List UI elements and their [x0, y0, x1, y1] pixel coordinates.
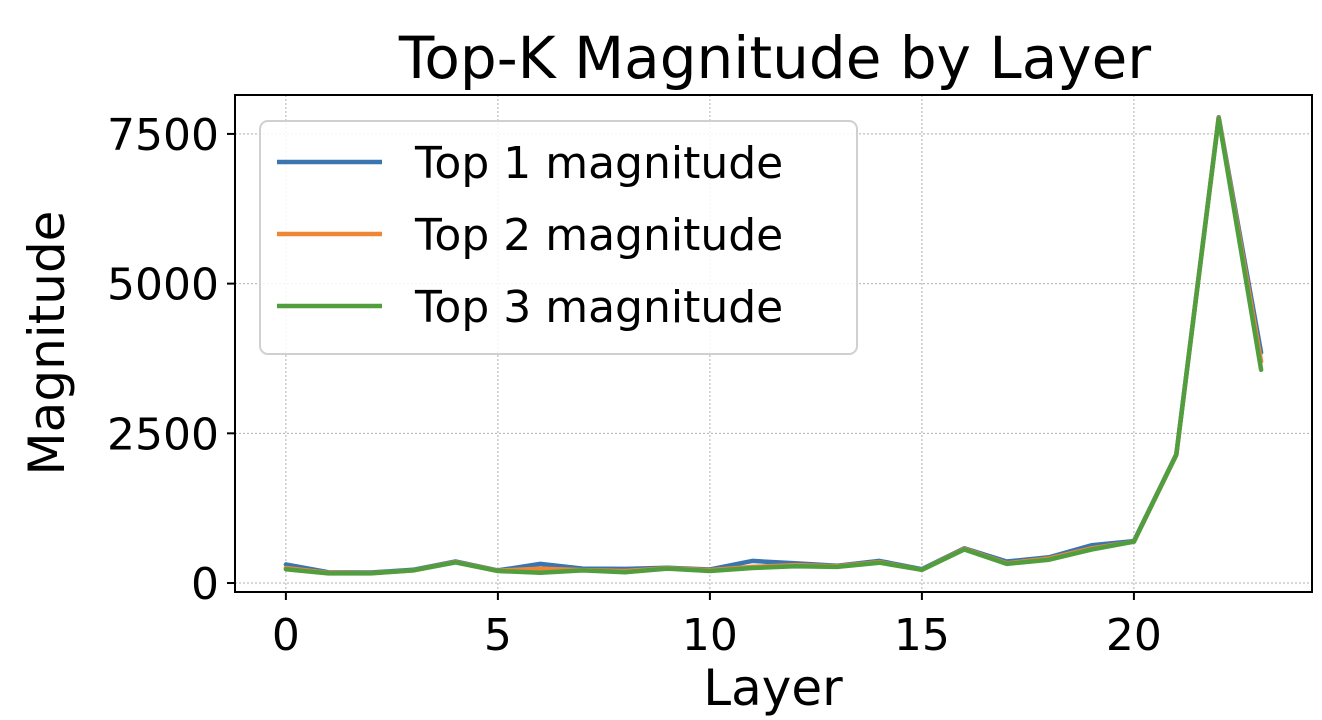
axis-ticks: 0 5 10 15 20 0 2500 5000 7500	[107, 110, 1162, 661]
y-axis-label: Magnitude	[18, 211, 76, 476]
legend-box	[259, 120, 858, 355]
y-tick-label: 7500	[107, 110, 219, 161]
x-tick-label: 0	[272, 610, 300, 661]
y-tick-label: 5000	[107, 260, 219, 311]
x-tick-label: 15	[894, 610, 950, 661]
x-axis-label: Layer	[703, 659, 843, 717]
y-tick-label: 2500	[107, 409, 219, 460]
x-tick-label: 10	[682, 610, 738, 661]
y-tick-label: 0	[191, 559, 219, 610]
legend-label-3: Top 3 magnitude	[414, 282, 783, 333]
legend: Top 1 magnitude Top 2 magnitude Top 3 magn…	[259, 120, 858, 355]
x-tick-label: 5	[484, 610, 512, 661]
legend-label-2: Top 2 magnitude	[414, 210, 783, 261]
series-line-3	[283, 116, 1264, 576]
series-lines	[283, 114, 1264, 576]
chart-title: Top-K Magnitude by Layer	[398, 24, 1151, 92]
legend-label-1: Top 1 magnitude	[414, 138, 783, 189]
plot-frame	[234, 94, 1313, 593]
x-tick-label: 20	[1106, 610, 1162, 661]
